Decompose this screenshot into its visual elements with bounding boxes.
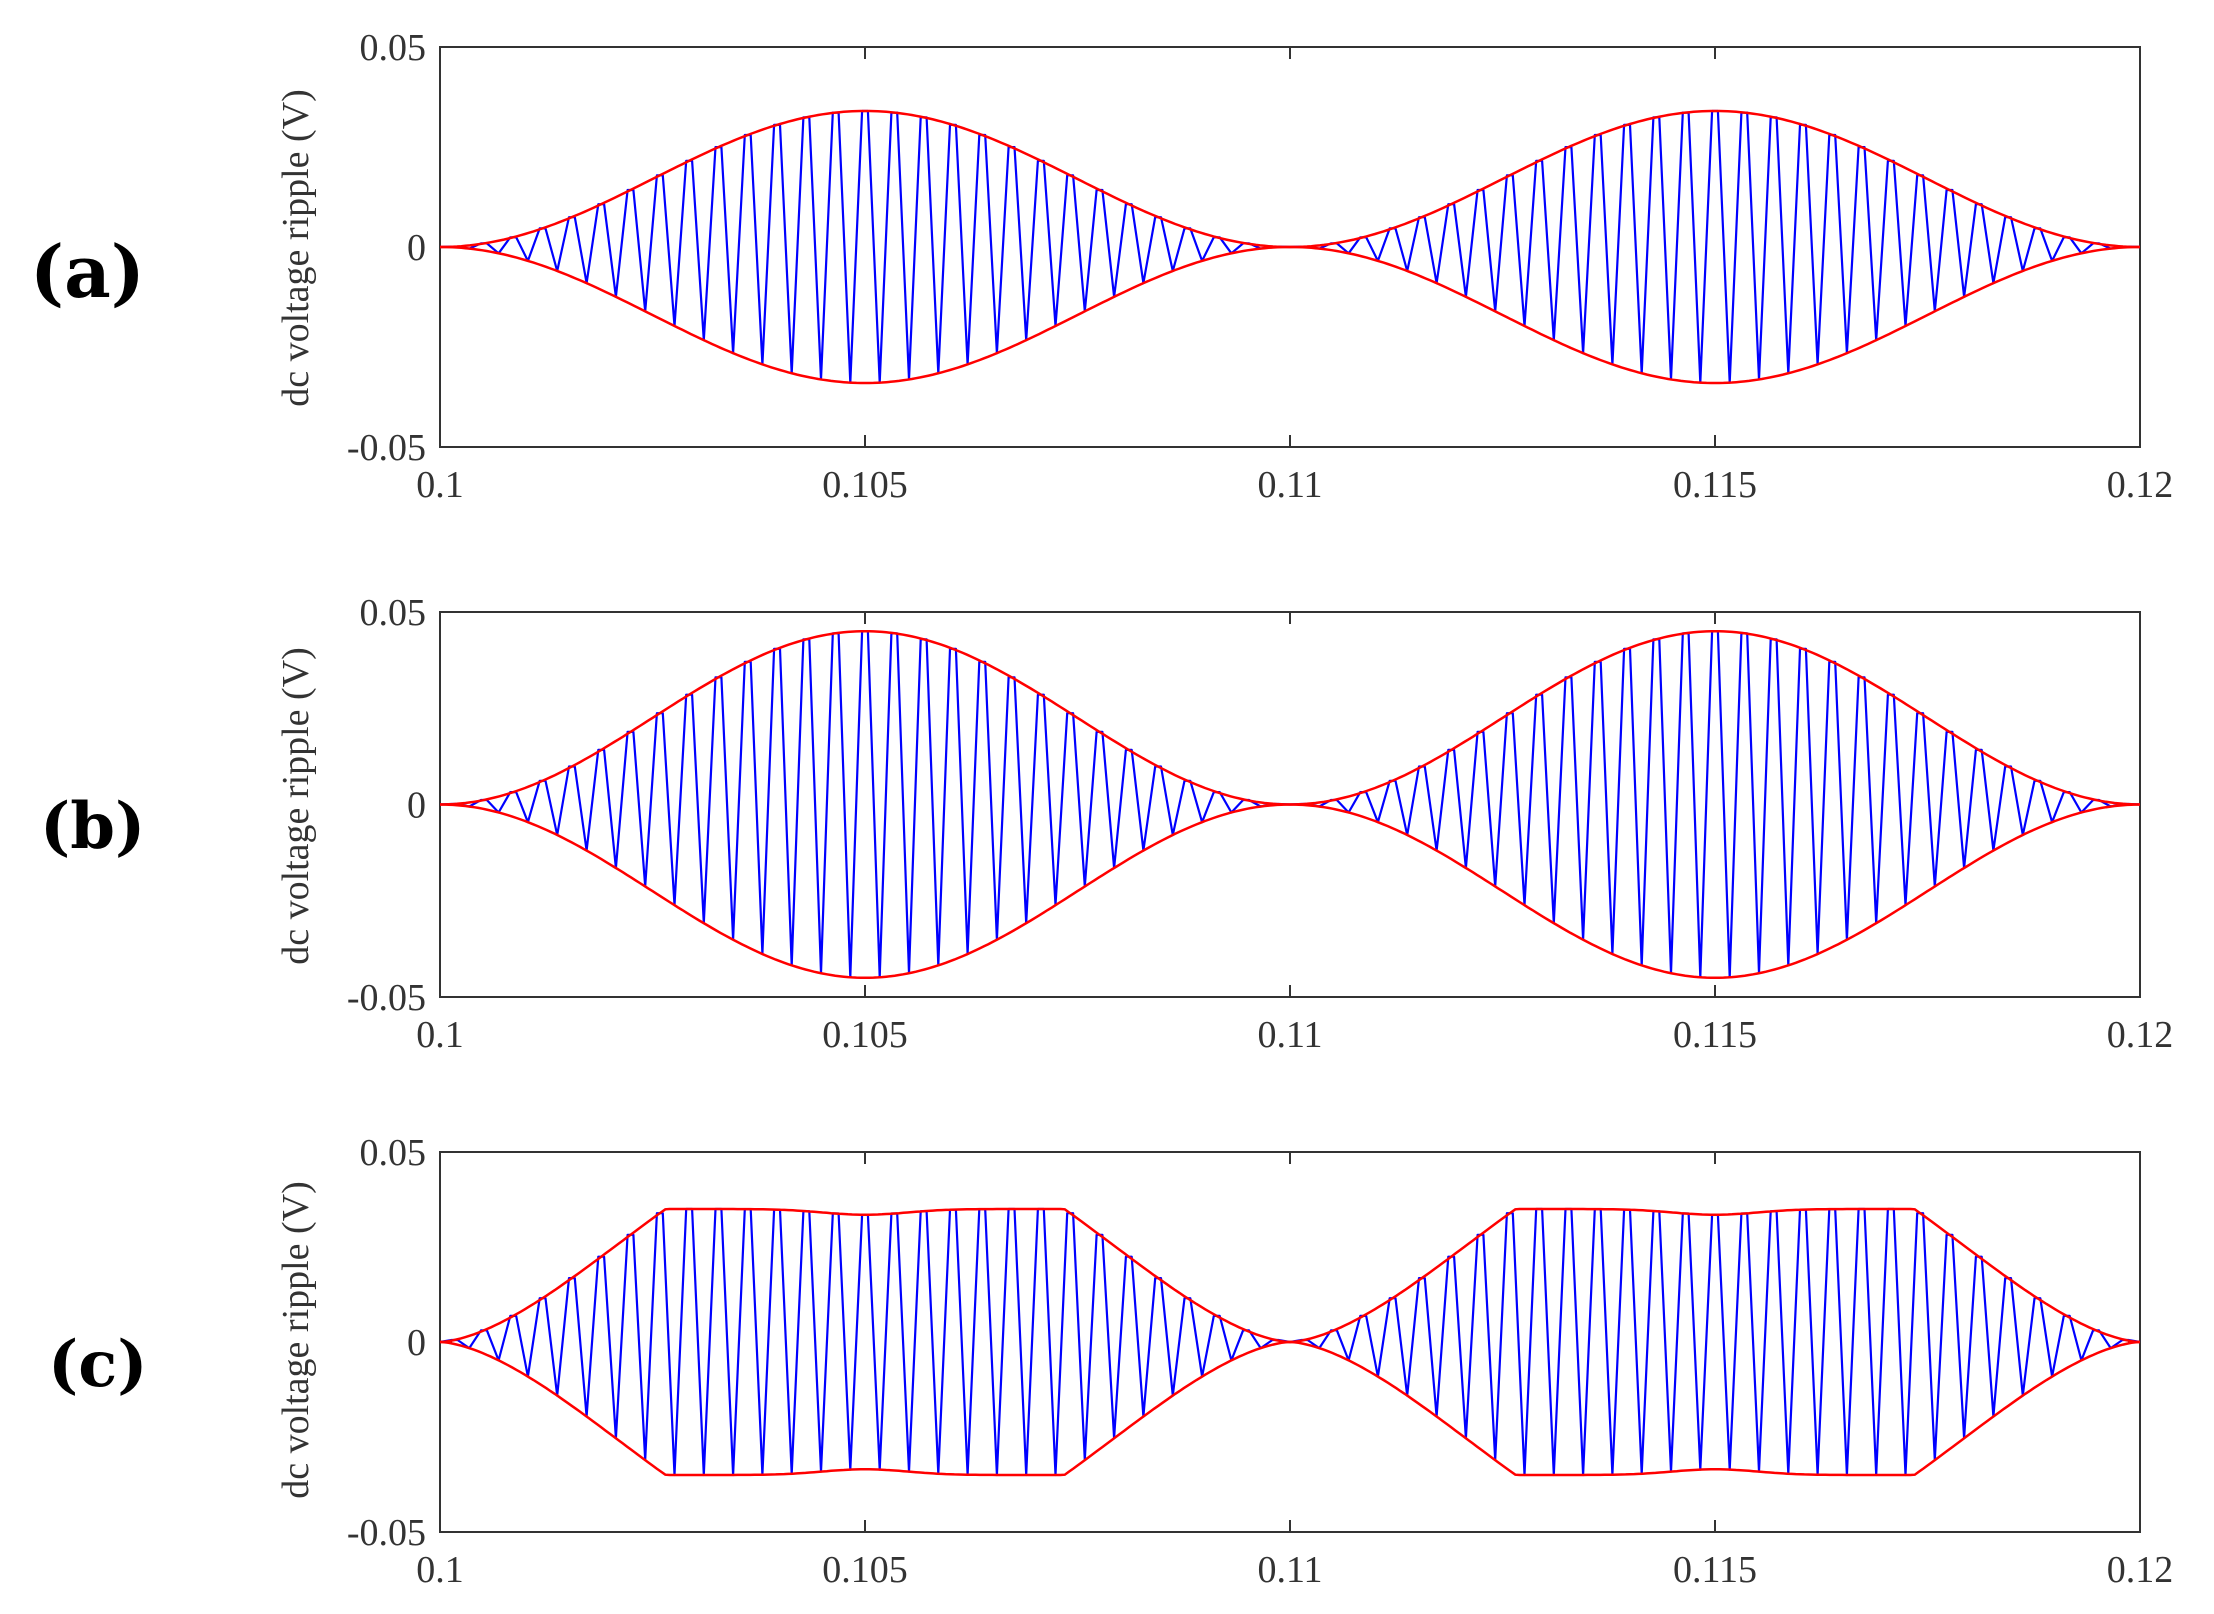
y-axis-label: dc voltage ripple (V) <box>275 89 317 407</box>
y-tick-label: 0 <box>407 1322 426 1364</box>
plot-area <box>439 1151 2141 1533</box>
x-tick-label: 0.11 <box>1257 464 1322 506</box>
x-tick-label: 0.12 <box>2107 1014 2174 1056</box>
tick-labels: 0.1 0.105 0.11 0.115 0.12 0.05 0 -0.05 <box>347 592 2173 1056</box>
y-tick-label: 0.05 <box>360 1132 427 1174</box>
x-tick-label: 0.12 <box>2107 464 2174 506</box>
panel-label-b: (b) <box>40 789 145 864</box>
x-tick-label: 0.1 <box>416 1549 464 1591</box>
panel-c: (c) dc voltage ripple (V) 0.1 0.105 0.11 0.… <box>48 1132 2173 1591</box>
x-tick-label: 0.115 <box>1673 1549 1757 1591</box>
panel-a: (a) dc voltage ripple (V) 0.1 0.105 0.11 0.… <box>30 27 2173 506</box>
tick-labels: 0.1 0.105 0.11 0.115 0.12 0.05 0 -0.05 <box>347 27 2173 506</box>
tick-labels: 0.1 0.105 0.11 0.115 0.12 0.05 0 -0.05 <box>347 1132 2173 1591</box>
y-tick-label: -0.05 <box>347 1512 426 1554</box>
x-tick-label: 0.105 <box>822 464 908 506</box>
panel-label-a: (a) <box>30 229 145 314</box>
y-tick-label: -0.05 <box>347 427 426 469</box>
x-tick-label: 0.115 <box>1673 464 1757 506</box>
y-tick-label: -0.05 <box>347 977 426 1019</box>
x-tick-label: 0.105 <box>822 1014 908 1056</box>
y-tick-label: 0.05 <box>360 592 427 634</box>
lower-envelope-line <box>440 245 2140 385</box>
plot-area <box>439 611 2141 998</box>
plot-area <box>439 46 2141 448</box>
y-tick-label: 0 <box>407 785 426 827</box>
lower-envelope-line <box>440 803 2140 980</box>
y-tick-label: 0 <box>407 227 426 269</box>
panel-label-c: (c) <box>48 1327 148 1402</box>
lower-envelope-line <box>439 1340 2141 1477</box>
x-tick-label: 0.105 <box>822 1549 908 1591</box>
x-tick-label: 0.1 <box>416 464 464 506</box>
y-axis-label: dc voltage ripple (V) <box>275 647 317 965</box>
x-tick-label: 0.11 <box>1257 1549 1322 1591</box>
x-tick-label: 0.11 <box>1257 1014 1322 1056</box>
y-axis-label: dc voltage ripple (V) <box>275 1181 317 1499</box>
y-tick-label: 0.05 <box>360 27 427 69</box>
x-tick-label: 0.115 <box>1673 1014 1757 1056</box>
upper-envelope-line <box>440 109 2140 249</box>
x-tick-label: 0.12 <box>2107 1549 2174 1591</box>
upper-envelope-line <box>440 630 2140 806</box>
x-tick-label: 0.1 <box>416 1014 464 1056</box>
panel-b: (b) dc voltage ripple (V) 0.1 0.105 0.11 0.… <box>40 592 2173 1056</box>
